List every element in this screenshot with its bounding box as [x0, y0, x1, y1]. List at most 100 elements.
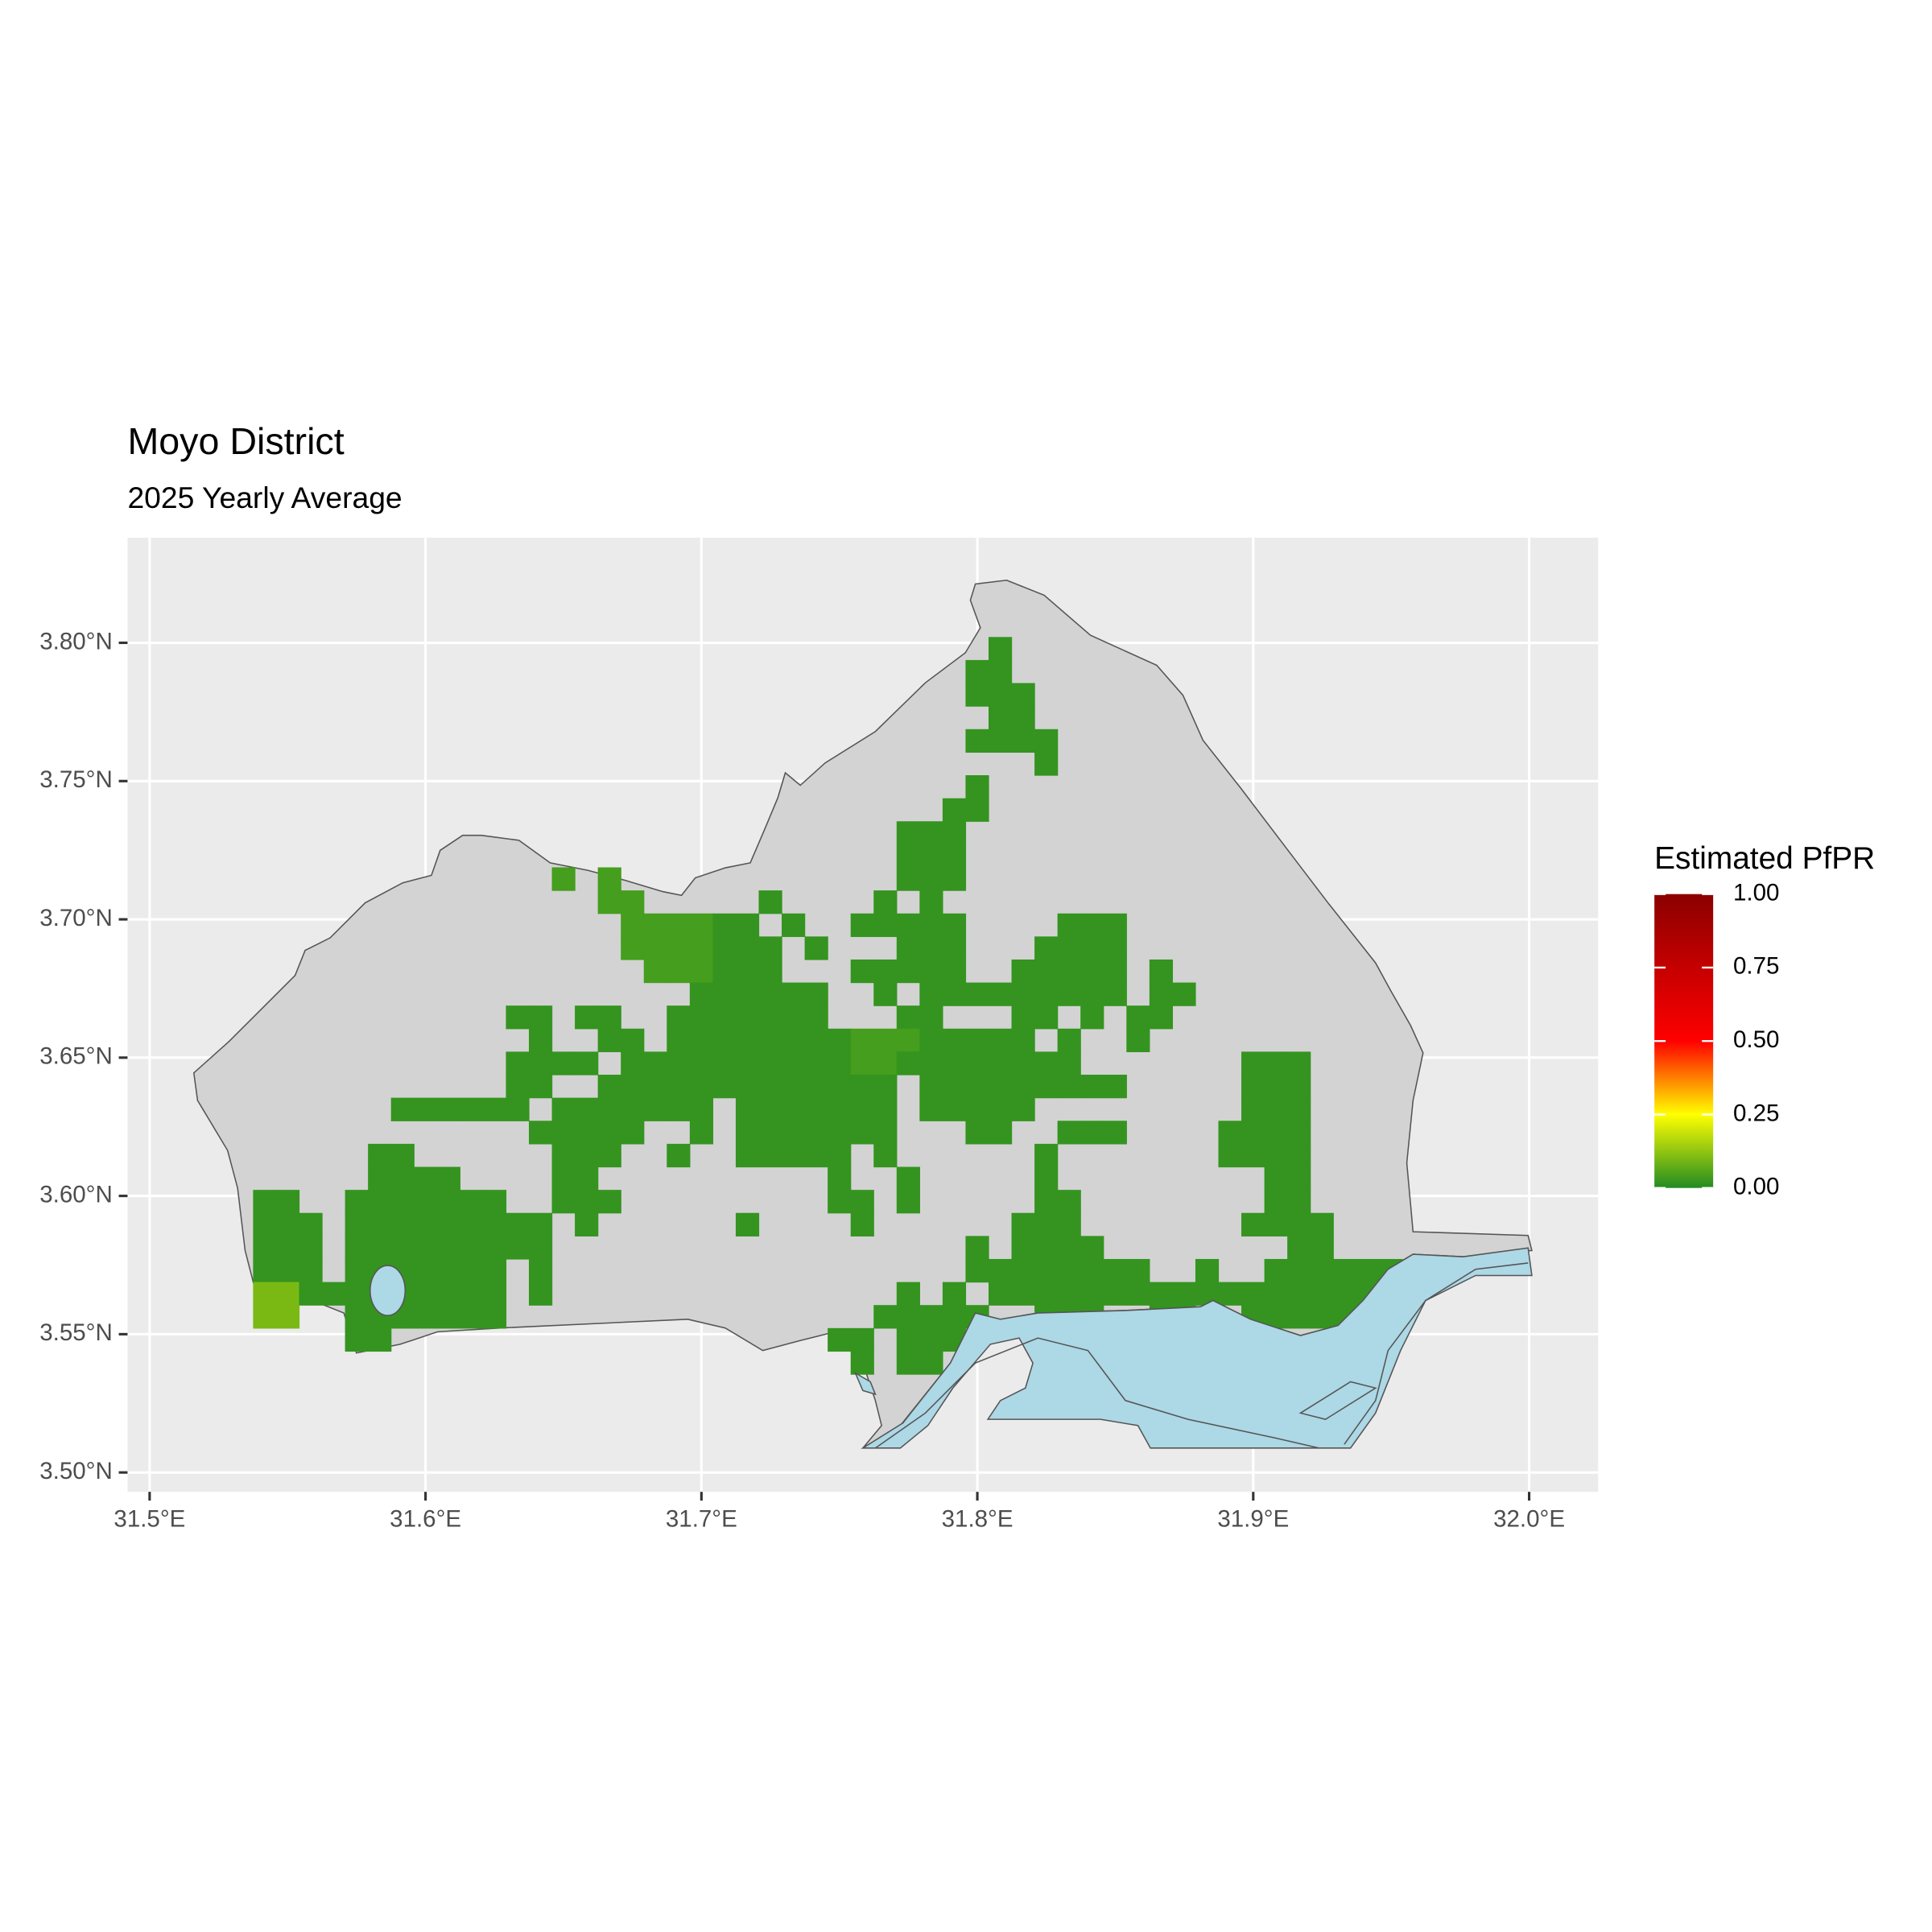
raster-cell — [275, 1258, 300, 1283]
raster-cell — [1080, 936, 1104, 960]
raster-cell — [1057, 1282, 1081, 1306]
raster-cell — [414, 1097, 438, 1121]
raster-cell — [919, 1051, 943, 1075]
raster-cell — [1287, 1097, 1311, 1121]
raster-cell — [482, 1236, 507, 1260]
raster-cell — [735, 959, 760, 984]
raster-cell — [1057, 1121, 1081, 1145]
raster-cell — [597, 1097, 621, 1121]
y-tick-label: 3.60°N — [39, 1181, 113, 1208]
raster-cell — [390, 1236, 415, 1260]
raster-cell — [1264, 1282, 1288, 1306]
raster-cell — [551, 1121, 576, 1145]
raster-cell — [873, 1051, 898, 1075]
raster-cell — [758, 1075, 782, 1099]
raster-cell — [782, 1075, 806, 1099]
raster-cell — [368, 1143, 392, 1168]
raster-cell — [988, 1282, 1013, 1306]
raster-cell — [712, 959, 737, 984]
raster-cell — [643, 1097, 667, 1121]
y-tick-label: 3.55°N — [39, 1319, 113, 1346]
raster-cell — [804, 1075, 828, 1099]
raster-cell — [1011, 1258, 1035, 1283]
map-title: Moyo District — [127, 420, 344, 462]
raster-cell — [528, 1051, 553, 1075]
raster-cell — [735, 1097, 760, 1121]
raster-cell — [689, 1051, 714, 1075]
raster-cell — [1172, 1282, 1196, 1306]
raster-cell — [1103, 1121, 1127, 1145]
raster-cell — [528, 1005, 553, 1030]
raster-cell — [1310, 1212, 1334, 1236]
raster-cell — [482, 1282, 507, 1306]
raster-cell — [390, 1097, 415, 1121]
x-tick-label: 31.5°E — [114, 1506, 185, 1533]
raster-cell — [414, 1236, 438, 1260]
raster-cell — [1103, 913, 1127, 937]
raster-cell — [506, 1005, 530, 1030]
y-tick-label: 3.50°N — [39, 1458, 113, 1484]
raster-cell — [528, 1258, 553, 1283]
raster-cell — [873, 1305, 898, 1329]
raster-cell — [643, 959, 667, 984]
raster-cell — [850, 1051, 874, 1075]
raster-cell — [942, 821, 967, 845]
raster-cell — [551, 1143, 576, 1168]
map-subtitle: 2025 Yearly Average — [127, 481, 402, 514]
raster-cell — [482, 1305, 507, 1329]
raster-cell — [896, 1327, 920, 1352]
raster-cell — [782, 1143, 806, 1168]
raster-cell — [1011, 1005, 1035, 1030]
raster-cell — [368, 1327, 392, 1352]
raster-cell — [575, 1005, 599, 1030]
raster-cell — [965, 1121, 989, 1145]
raster-cell — [1034, 1236, 1059, 1260]
raster-cell — [988, 1258, 1013, 1283]
raster-cell — [689, 1005, 714, 1030]
x-tick-label: 31.9°E — [1217, 1506, 1289, 1533]
raster-cell — [253, 1190, 277, 1214]
raster-cell — [667, 936, 691, 960]
raster-cell — [1057, 1212, 1081, 1236]
raster-cell — [621, 1028, 645, 1053]
raster-cell — [1241, 1143, 1265, 1168]
raster-cell — [804, 1028, 828, 1053]
raster-cell — [345, 1327, 369, 1352]
raster-cell — [782, 1097, 806, 1121]
raster-cell — [1057, 1051, 1081, 1075]
raster-cell — [528, 1121, 553, 1145]
raster-cell — [1034, 1051, 1059, 1075]
raster-cell — [621, 1121, 645, 1145]
raster-cell — [482, 1258, 507, 1283]
raster-cell — [988, 683, 1013, 707]
raster-cell — [804, 936, 828, 960]
raster-cell — [275, 1305, 300, 1329]
raster-cell — [942, 844, 967, 869]
raster-cell — [1241, 1212, 1265, 1236]
raster-cell — [667, 959, 691, 984]
raster-cell — [689, 959, 714, 984]
raster-cell — [1057, 1075, 1081, 1099]
raster-cell — [1034, 1282, 1059, 1306]
raster-cell — [528, 1236, 553, 1260]
raster-cell — [1126, 1028, 1150, 1053]
raster-cell — [896, 913, 920, 937]
raster-cell — [667, 913, 691, 937]
raster-cell — [414, 1212, 438, 1236]
raster-cell — [896, 1305, 920, 1329]
raster-cell — [667, 1143, 691, 1168]
legend-label: 0.50 — [1733, 1026, 1779, 1053]
raster-cell — [390, 1143, 415, 1168]
raster-cell — [345, 1282, 369, 1306]
raster-cell — [896, 1051, 920, 1075]
raster-cell — [942, 798, 967, 822]
raster-cell — [919, 936, 943, 960]
raster-cell — [758, 1005, 782, 1030]
raster-cell — [390, 1166, 415, 1191]
raster-cell — [919, 890, 943, 914]
raster-cell — [575, 1121, 599, 1145]
raster-cell — [965, 1258, 989, 1283]
raster-cell — [988, 1097, 1013, 1121]
raster-cell — [575, 1166, 599, 1191]
raster-cell — [1333, 1258, 1357, 1283]
